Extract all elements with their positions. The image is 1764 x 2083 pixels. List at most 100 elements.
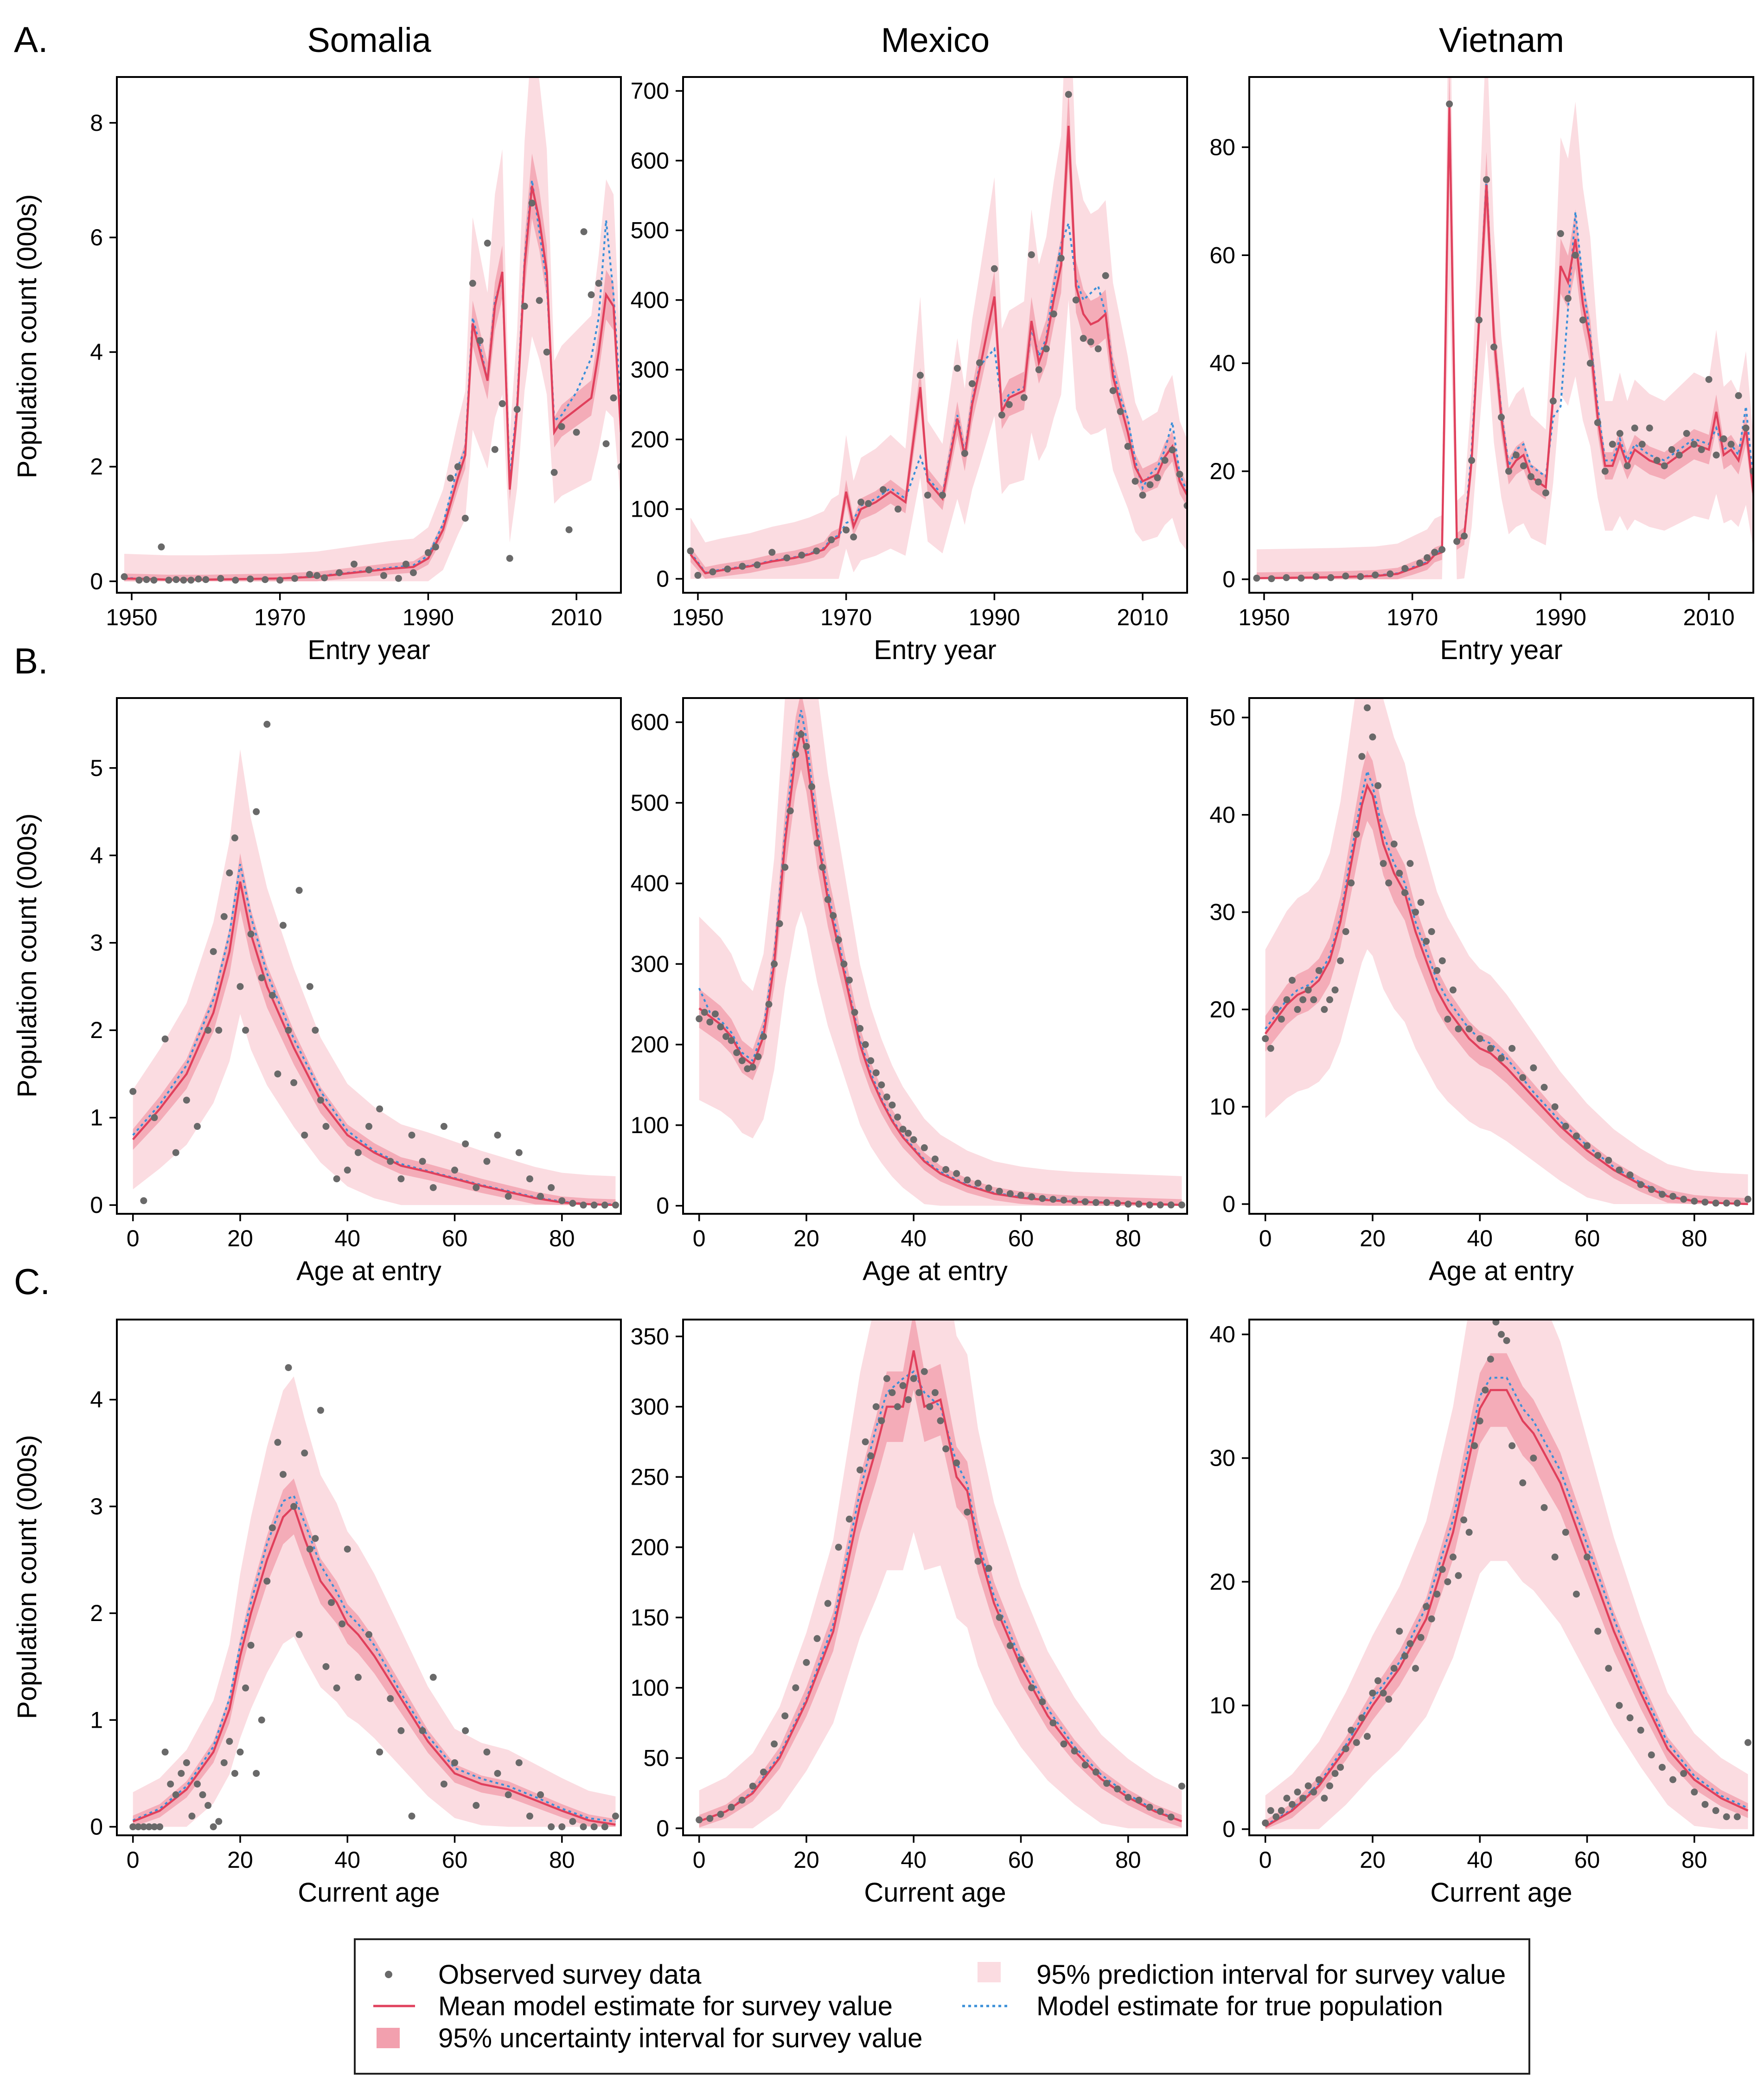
x-tick-label: 2010 — [1683, 604, 1734, 630]
observed-point — [1460, 1516, 1468, 1524]
observed-point — [285, 1026, 292, 1034]
observed-point — [1417, 899, 1425, 906]
observed-point — [151, 1114, 158, 1122]
observed-point — [1387, 570, 1394, 577]
observed-point — [917, 372, 924, 379]
observed-point — [1455, 1025, 1462, 1032]
observed-point — [140, 1197, 147, 1205]
observed-point — [1562, 1122, 1569, 1130]
observed-point — [1551, 1103, 1559, 1110]
observed-point — [824, 1600, 831, 1607]
observed-point — [1357, 573, 1364, 580]
panel-a-somalia: 1950 1970 1990 2010 0 2 4 6 8 Entry year — [90, 76, 622, 665]
observed-point — [768, 549, 776, 556]
observed-point — [895, 506, 902, 513]
observed-point — [1416, 559, 1424, 567]
observed-point — [1401, 889, 1408, 897]
observed-point — [932, 1155, 939, 1163]
observed-point — [1637, 1181, 1644, 1188]
observed-point — [1594, 1152, 1602, 1159]
y-tick-label: 0 — [90, 1814, 103, 1840]
observed-point — [505, 1791, 512, 1799]
observed-point — [1461, 532, 1468, 540]
observed-point — [290, 1079, 298, 1086]
observed-point — [1605, 1157, 1612, 1164]
observed-point — [263, 721, 271, 728]
observed-point — [1363, 704, 1371, 711]
observed-point — [856, 1025, 864, 1032]
observed-point — [1178, 1782, 1185, 1790]
observed-point — [156, 1823, 164, 1831]
true-population-line — [132, 1494, 616, 1823]
observed-point — [1006, 1642, 1014, 1649]
observed-point — [1369, 733, 1376, 741]
observed-point — [1135, 1796, 1143, 1804]
observed-point — [558, 1823, 566, 1831]
panel-letter-b: B. — [14, 641, 48, 681]
observed-point — [612, 1813, 619, 1820]
observed-point — [301, 1449, 308, 1457]
observed-point — [220, 913, 228, 920]
observed-point — [317, 1407, 324, 1414]
observed-point — [888, 1101, 896, 1109]
panel-frame — [1248, 697, 1754, 1215]
observed-point — [167, 1780, 174, 1788]
observed-point — [1050, 310, 1057, 318]
ylabel-row-c: Population count (000s) — [12, 1435, 42, 1719]
x-tick-label: 1950 — [672, 604, 723, 630]
y-tick-label: 300 — [631, 1394, 669, 1420]
observed-point — [365, 1123, 372, 1130]
panel-letter-c: C. — [14, 1261, 50, 1302]
ylabel-row-a: Population count (000s) — [12, 194, 42, 479]
observed-point — [1114, 1785, 1121, 1793]
y-tick-label: 40 — [1209, 802, 1235, 828]
observed-point — [1701, 1199, 1709, 1206]
legend-observed-label: Observed survey data — [438, 1960, 702, 1990]
observed-point — [173, 576, 180, 583]
observed-point — [739, 563, 746, 570]
observed-point — [158, 543, 165, 551]
y-tick-label: 80 — [1209, 134, 1235, 160]
observed-point — [387, 1158, 394, 1165]
observed-point — [1735, 392, 1742, 399]
observed-point — [1631, 424, 1638, 432]
true-population-line — [1265, 1377, 1749, 1827]
observed-point — [872, 1403, 880, 1410]
observed-point — [612, 1201, 619, 1209]
observed-point — [754, 1053, 762, 1060]
y-tick-label: 0 — [90, 568, 103, 594]
observed-point — [151, 1823, 158, 1831]
y-tick-label: 1 — [90, 1707, 103, 1733]
observed-point — [1080, 335, 1087, 342]
observed-point — [161, 1035, 169, 1043]
observed-point — [1572, 251, 1579, 259]
observed-point — [1125, 1794, 1132, 1801]
x-axis-label: Current age — [1430, 1878, 1572, 1908]
observed-point — [376, 1105, 383, 1113]
observed-point — [1157, 1201, 1164, 1209]
observed-point — [1039, 1195, 1046, 1202]
observed-point — [1146, 1201, 1153, 1209]
x-tick-label: 80 — [1115, 1225, 1141, 1251]
observed-point — [395, 575, 402, 582]
observed-point — [1449, 1553, 1457, 1561]
observed-point — [920, 1144, 928, 1152]
observed-point — [728, 1803, 735, 1811]
y-tick-label: 6 — [90, 224, 103, 250]
observed-point — [1594, 419, 1601, 426]
observed-point — [1283, 1795, 1291, 1802]
observed-point — [1691, 1788, 1698, 1796]
observed-point — [760, 1769, 767, 1776]
observed-point — [1363, 1733, 1371, 1740]
observed-point — [469, 280, 476, 287]
observed-point — [760, 1033, 767, 1040]
observed-point — [1039, 1698, 1046, 1705]
observed-point — [1648, 1751, 1655, 1759]
observed-point — [862, 1438, 869, 1446]
observed-point — [937, 1417, 944, 1424]
observed-point — [226, 869, 233, 877]
prediction-interval-band — [124, 77, 621, 582]
observed-point — [268, 992, 276, 999]
observed-point — [199, 1791, 206, 1799]
observed-point — [976, 359, 983, 366]
